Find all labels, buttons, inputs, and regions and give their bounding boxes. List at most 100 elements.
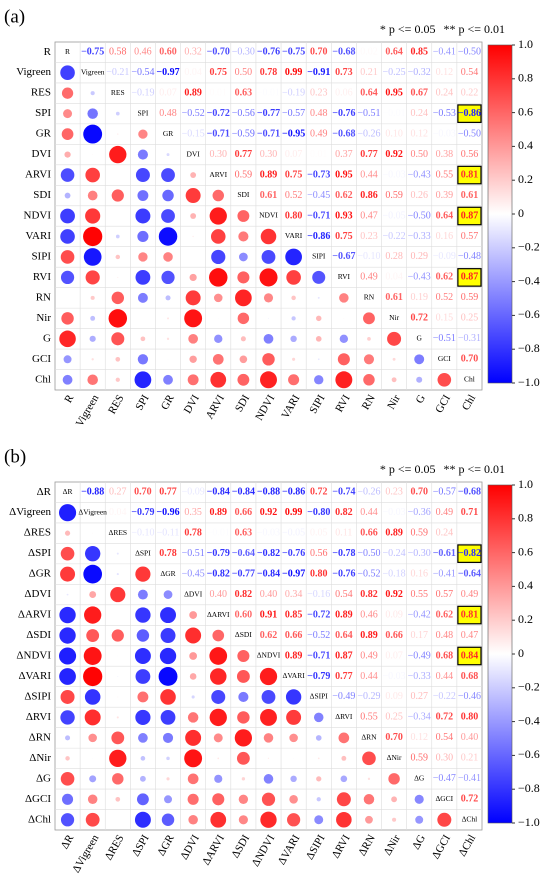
correlation-circle	[159, 647, 177, 665]
row-label: ΔNDVI	[16, 650, 51, 662]
correlation-circle	[137, 589, 148, 600]
value-label: −0.41	[433, 568, 456, 579]
correlation-circle	[60, 208, 75, 224]
value-label: 0.23	[310, 87, 328, 98]
value-label: 0.12	[410, 128, 428, 139]
correlation-circle	[415, 815, 424, 824]
row-label: ΔVigreen	[9, 506, 51, 518]
value-label: 0.05	[310, 527, 328, 538]
value-label: −0.34	[408, 712, 431, 723]
correlation-circle	[260, 708, 277, 726]
correlation-circle	[187, 712, 199, 723]
correlation-circle	[234, 729, 253, 747]
correlation-circle	[286, 270, 301, 285]
correlation-circle	[83, 248, 102, 266]
value-label: 0.89	[335, 609, 353, 620]
value-label: −0.72	[207, 108, 230, 119]
value-label: 0.34	[285, 589, 303, 600]
value-label: −0.97	[156, 67, 179, 78]
diagonal-label: RVI	[338, 272, 351, 281]
note: ** p <= 0.01	[443, 462, 505, 476]
correlation-circle	[136, 793, 149, 806]
value-label: 0.71	[461, 507, 479, 518]
colorbar-tick-label: −0.2	[518, 680, 540, 694]
value-label: 0.62	[260, 630, 278, 641]
value-label: 0.17	[410, 630, 428, 641]
diagonal-label: ΔARVI	[207, 610, 230, 619]
correlation-circle	[188, 333, 199, 344]
correlation-circle	[391, 377, 397, 383]
value-label: 0.30	[260, 149, 278, 160]
value-label: 0.07	[385, 650, 403, 661]
value-label: −0.54	[131, 67, 154, 78]
correlation-circle	[89, 591, 97, 598]
correlation-circle	[414, 794, 424, 804]
correlation-circle	[213, 733, 223, 743]
value-label: 0.81	[461, 609, 479, 620]
correlation-circle	[237, 312, 250, 325]
colorbar-tick-label: −0.8	[518, 341, 540, 355]
correlation-circle	[85, 812, 100, 827]
correlation-circle	[191, 695, 195, 699]
correlation-circle	[60, 250, 75, 264]
correlation-circle	[60, 566, 76, 582]
correlation-circle	[86, 629, 100, 642]
correlation-circle	[134, 648, 151, 664]
value-label: 0.01	[210, 87, 228, 98]
value-label: 0.32	[184, 47, 202, 58]
correlation-circle	[108, 309, 128, 328]
correlation-circle	[189, 355, 197, 363]
correlation-circle	[84, 606, 102, 624]
value-label: 0.87	[461, 210, 479, 221]
value-label: 0.40	[210, 589, 228, 600]
column-label: R	[62, 392, 76, 405]
value-label: 0.63	[235, 87, 253, 98]
correlation-circle	[135, 566, 151, 582]
value-label: −0.22	[433, 691, 456, 702]
correlation-circle	[60, 772, 75, 786]
value-label: −0.25	[383, 67, 406, 78]
column-label: GCI	[433, 392, 453, 415]
correlation-circle	[209, 668, 227, 685]
value-label: −0.03	[383, 507, 406, 518]
value-label: 0.78	[184, 527, 202, 538]
row-label: ΔVARI	[18, 670, 51, 682]
correlation-circle	[212, 189, 225, 202]
correlation-circle	[166, 153, 170, 157]
correlation-circle	[316, 776, 322, 782]
correlation-circle	[116, 573, 119, 576]
value-label: 0.40	[260, 589, 278, 600]
value-label: −0.52	[357, 568, 380, 579]
correlation-circle	[115, 796, 121, 802]
value-label: −0.71	[307, 650, 330, 661]
value-label: 0.62	[436, 272, 454, 283]
correlation-circle	[313, 712, 324, 723]
diagonal-label: ΔDVI	[184, 589, 203, 598]
value-label: 0.93	[335, 210, 353, 221]
value-label: 0.21	[461, 753, 479, 764]
value-label: 0.67	[410, 87, 428, 98]
value-label: −0.86	[307, 231, 330, 242]
value-label: 0.50	[235, 67, 253, 78]
colorbar-tick-label: −0.4	[518, 713, 540, 727]
value-label: 0.78	[260, 67, 278, 78]
value-label: −0.52	[182, 108, 205, 119]
correlation-circle	[185, 290, 201, 306]
correlation-circle	[162, 732, 174, 743]
value-label: −0.70	[207, 47, 230, 58]
correlation-circle	[62, 374, 73, 385]
value-label: −0.73	[307, 169, 330, 180]
row-label: SPI	[35, 107, 51, 119]
correlation-circle	[90, 91, 95, 96]
correlation-circle	[340, 775, 348, 783]
correlation-circle	[190, 213, 197, 219]
value-label: −0.49	[332, 691, 355, 702]
value-label: 0.95	[385, 87, 403, 98]
value-label: 0.87	[461, 272, 479, 283]
correlation-circle	[387, 331, 402, 346]
value-label: −0.76	[282, 548, 305, 559]
value-label: −0.72	[307, 609, 330, 620]
diagonal-label: ΔGCI	[435, 794, 453, 803]
correlation-circle	[363, 374, 375, 386]
correlation-circle	[61, 128, 74, 140]
